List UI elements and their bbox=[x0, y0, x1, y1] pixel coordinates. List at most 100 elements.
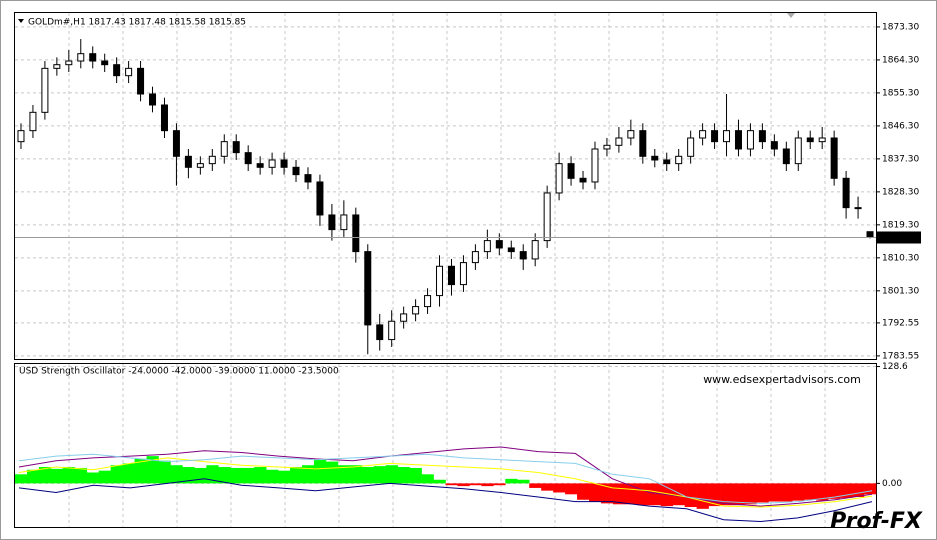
oscillator-title: USD Strength Oscillator -24.0000 -42.000… bbox=[19, 367, 339, 377]
histogram-bar bbox=[421, 474, 434, 484]
histogram-bar bbox=[26, 469, 40, 484]
candle-body bbox=[471, 251, 479, 264]
candle-body bbox=[495, 240, 503, 249]
histogram-bar bbox=[768, 483, 781, 502]
candle-body bbox=[675, 155, 683, 165]
candle-body bbox=[232, 141, 240, 154]
histogram-bar bbox=[98, 470, 111, 484]
y-tick-label: 1783.55 bbox=[882, 351, 919, 361]
candle-body bbox=[459, 262, 467, 286]
histogram-bar bbox=[852, 483, 865, 498]
y-tick-label: 128.6 bbox=[882, 362, 908, 372]
y-tick-label: 0.00 bbox=[882, 479, 902, 489]
histogram-bar bbox=[74, 467, 88, 484]
histogram-bar bbox=[86, 472, 100, 484]
histogram-bar bbox=[325, 461, 339, 484]
histogram-bar bbox=[397, 467, 410, 484]
candle-body bbox=[364, 251, 372, 326]
chart-title: GOLDm#,H1 1817.43 1817.48 1815.58 1815.8… bbox=[28, 18, 246, 28]
histogram-bar bbox=[302, 465, 315, 484]
candle-body bbox=[172, 130, 180, 157]
candle-body bbox=[507, 247, 515, 253]
candle-body bbox=[352, 214, 360, 253]
candle-body bbox=[412, 306, 420, 315]
candle-body bbox=[615, 137, 623, 146]
current-price-label: 1815.85 bbox=[880, 233, 917, 243]
candle-body bbox=[854, 207, 862, 210]
histogram-bar bbox=[600, 483, 614, 504]
histogram-bar bbox=[254, 467, 267, 484]
candle-body bbox=[591, 148, 599, 183]
y-tick-label: 1837.30 bbox=[882, 154, 919, 164]
y-tick-label: 1873.30 bbox=[882, 22, 919, 32]
histogram-bar bbox=[792, 483, 805, 501]
histogram-bar bbox=[864, 483, 877, 495]
candle-body bbox=[53, 64, 61, 69]
histogram-bar bbox=[816, 483, 829, 501]
y-tick-label: 1819.30 bbox=[882, 220, 919, 230]
candle-body bbox=[639, 130, 647, 157]
y-tick-label: 1801.30 bbox=[882, 286, 919, 296]
candle-body bbox=[806, 137, 814, 143]
histogram-bar bbox=[361, 467, 375, 484]
candle-body bbox=[113, 64, 121, 77]
candle-body bbox=[447, 265, 455, 286]
candle-body bbox=[340, 214, 348, 231]
candle-body bbox=[555, 163, 563, 194]
histogram-bar bbox=[218, 467, 231, 484]
histogram-bar bbox=[732, 483, 745, 506]
oscillator-line bbox=[18, 457, 873, 508]
histogram-bar bbox=[50, 468, 64, 484]
histogram-bar bbox=[505, 478, 518, 484]
histogram-bar bbox=[720, 483, 733, 506]
oscillator-line bbox=[18, 478, 873, 523]
histogram-bar bbox=[589, 483, 602, 502]
candle-body bbox=[531, 240, 539, 260]
candle-body bbox=[29, 111, 37, 132]
candle-body bbox=[65, 60, 73, 66]
candle-body bbox=[424, 295, 432, 308]
candle-body bbox=[746, 130, 754, 150]
candle-body bbox=[758, 130, 766, 143]
histogram-bar bbox=[469, 483, 482, 486]
y-tick-label: 1828.30 bbox=[882, 187, 919, 197]
candle-body bbox=[711, 130, 719, 143]
price-panel bbox=[14, 12, 877, 360]
candle-body bbox=[149, 93, 157, 106]
histogram-bar bbox=[648, 483, 662, 506]
histogram-bar bbox=[684, 483, 697, 508]
y-tick-label: 1864.30 bbox=[882, 55, 919, 65]
candle-body bbox=[543, 192, 551, 242]
y-tick-label: 1792.55 bbox=[882, 318, 919, 328]
histogram-bar bbox=[122, 463, 135, 484]
histogram-bar bbox=[577, 483, 590, 500]
histogram-bar bbox=[696, 483, 709, 509]
candle-body bbox=[101, 60, 109, 66]
candle-body bbox=[770, 141, 778, 150]
candle-body bbox=[328, 214, 336, 231]
histogram-bar bbox=[672, 483, 685, 506]
candle-body bbox=[483, 240, 491, 253]
candle-body bbox=[184, 155, 192, 168]
y-tick-label: 1810.30 bbox=[882, 253, 919, 263]
candle-body bbox=[77, 53, 85, 62]
histogram-bar bbox=[780, 483, 793, 502]
candle-body bbox=[579, 177, 587, 183]
candle-body bbox=[196, 163, 204, 168]
histogram-bar bbox=[636, 483, 650, 506]
histogram-bar bbox=[266, 469, 279, 484]
candle-body bbox=[388, 320, 396, 341]
histogram-bar bbox=[612, 483, 626, 505]
histogram-bar bbox=[62, 467, 76, 484]
watermark: www.edsexpertadvisors.com bbox=[703, 373, 861, 386]
candle-body bbox=[280, 159, 288, 168]
y-tick-label: 1855.30 bbox=[882, 88, 919, 98]
histogram-bar bbox=[194, 467, 207, 484]
candle-body bbox=[842, 177, 850, 209]
histogram-bar bbox=[313, 459, 327, 484]
histogram-bar bbox=[445, 483, 458, 486]
oscillator-line bbox=[18, 453, 873, 504]
histogram-bar bbox=[541, 483, 554, 491]
